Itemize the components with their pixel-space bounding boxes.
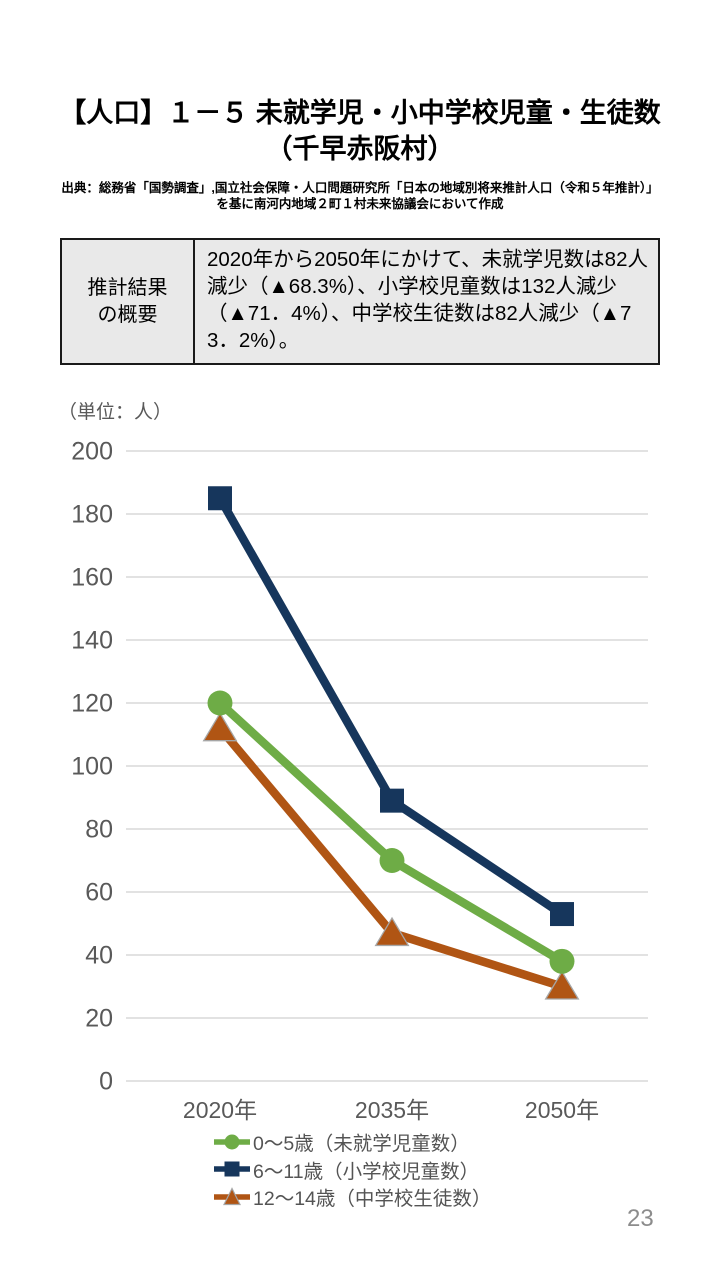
y-tick-label: 120	[71, 690, 113, 718]
page-title-line1: 【人口】１－５ 未就学児・小中学校児童・生徒数	[59, 98, 661, 128]
x-tick-label: 2035年	[355, 1097, 429, 1123]
legend-item: 0～5歳（未就学児童数）	[212, 1128, 491, 1156]
legend-label: 6～11歳（小学校児童数）	[253, 1160, 480, 1183]
data-point-marker	[202, 712, 238, 742]
summary-header-line1: 推計結果	[87, 276, 168, 299]
data-point-marker	[380, 788, 404, 813]
legend-item: 12～14歳（中学校生徒数）	[212, 1183, 491, 1211]
data-point-marker	[549, 948, 575, 974]
data-point-marker	[207, 690, 233, 716]
x-tick-label: 2050年	[525, 1097, 599, 1123]
y-tick-label: 0	[99, 1068, 113, 1096]
data-point-marker	[379, 848, 405, 873]
y-tick-label: 200	[71, 438, 113, 466]
source-note-line1: 出典：総務省「国勢調査」,国立社会保障・人口問題研究所「日本の地域別将来推計人口…	[61, 181, 659, 195]
page-number: 23	[627, 1205, 654, 1232]
page-title: 【人口】１－５ 未就学児・小中学校児童・生徒数 （千早赤阪村）	[0, 96, 720, 167]
y-tick-label: 180	[71, 501, 113, 529]
legend-label: 12～14歳（中学校生徒数）	[253, 1188, 492, 1211]
y-tick-label: 20	[85, 1005, 113, 1033]
data-point-marker	[544, 970, 580, 1000]
y-tick-label: 100	[71, 753, 113, 781]
source-note-line2: を基に南河内地域２町１村未来協議会において作成	[216, 196, 504, 211]
legend-item: 6～11歳（小学校児童数）	[212, 1156, 491, 1184]
y-tick-label: 160	[71, 564, 113, 592]
chart-legend: 0～5歳（未就学児童数） 6～11歳（小学校児童数） 12～14歳（中学校生徒数）	[212, 1128, 491, 1211]
x-tick-label: 2020年	[183, 1097, 257, 1123]
legend-triangle-icon	[214, 1186, 250, 1205]
data-point-marker	[550, 902, 574, 927]
summary-header-line2: の概要	[97, 303, 158, 326]
summary-header-cell: 推計結果 の概要	[62, 240, 195, 363]
data-point-marker	[374, 916, 410, 947]
y-tick-label: 60	[85, 879, 113, 907]
line-chart: 0 20 40 60 80 100 120 140 160 180 200 2020年 2035年 205…	[71, 438, 648, 1123]
y-tick-label: 40	[85, 942, 113, 970]
summary-table: 推計結果 の概要 2020年から2050年にかけて、未就学児数は82人減少（▲6…	[60, 238, 660, 365]
y-tick-label: 80	[85, 816, 113, 844]
data-point-marker	[208, 486, 232, 511]
page-title-line2: （千早赤阪村）	[265, 133, 455, 164]
legend-square-icon	[214, 1161, 250, 1177]
legend-circle-icon	[214, 1134, 250, 1150]
legend-label: 0～5歳（未就学児童数）	[253, 1133, 470, 1156]
source-note: 出典：総務省「国勢調査」,国立社会保障・人口問題研究所「日本の地域別将来推計人口…	[0, 181, 720, 212]
summary-body-cell: 2020年から2050年にかけて、未就学児数は82人減少（▲68.3%）、小学校…	[207, 248, 648, 352]
axis-unit-label: （単位：人）	[58, 402, 173, 423]
y-tick-label: 140	[71, 627, 113, 655]
